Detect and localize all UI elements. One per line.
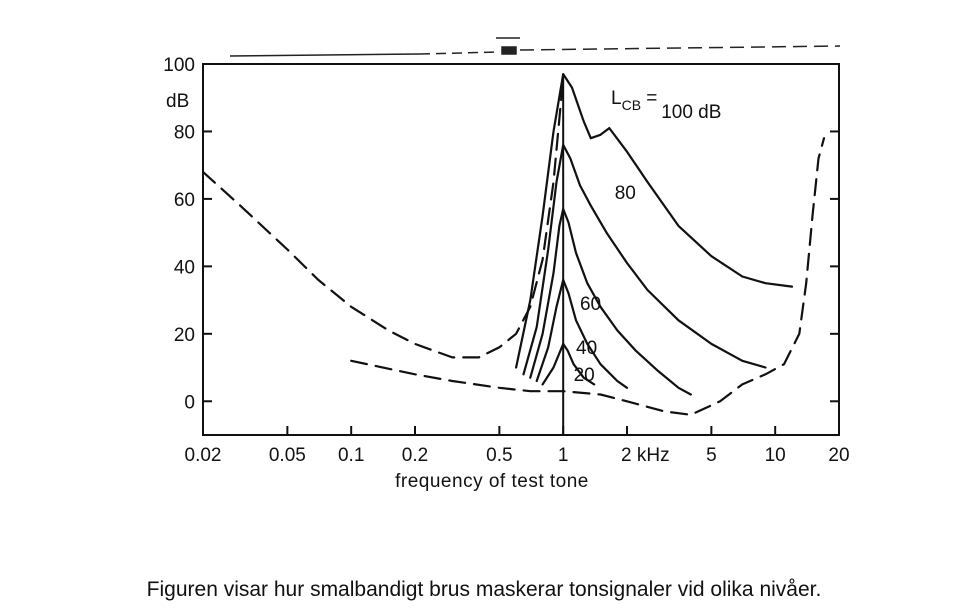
y-tick-label: 0 (184, 392, 195, 413)
curve-label: 80 (615, 183, 636, 204)
plot-frame (202, 63, 840, 436)
y-tick-label: 20 (174, 325, 195, 346)
x-tick-label: 0.5 (486, 445, 512, 466)
legend-header-main: L (611, 88, 622, 109)
x-axis-ticks: 0.02 0.05 0.1 0.2 0.5 1 2 kHz 5 10 20 (185, 426, 850, 466)
y-tick-label: 100 (163, 55, 195, 76)
series-group (201, 73, 826, 416)
masking-curve-series (541, 342, 596, 386)
masking-curve-series (535, 278, 629, 389)
masking-curve-series (522, 143, 767, 376)
y-tick-label: 80 (174, 122, 195, 143)
curve-label: 20 (574, 365, 595, 386)
y-axis-ticks: 100 80 60 40 20 0 (163, 55, 839, 413)
x-axis-title: frequency of test tone (395, 471, 589, 492)
x-tick-label: 20 (828, 445, 849, 466)
legend-header-suffix: = (641, 88, 657, 109)
dashed-threshold-curve (201, 76, 565, 359)
x-tick-label: 0.02 (185, 445, 222, 466)
x-tick-label: 10 (765, 445, 786, 466)
scan-artifact (229, 37, 841, 57)
figure-caption: Figuren visar hur smalbandigt brus maske… (146, 578, 822, 601)
x-tick-label: 0.05 (269, 445, 306, 466)
x-tick-label: 0.2 (402, 445, 428, 466)
legend-header-sub: CB (622, 97, 641, 113)
curve-label: 60 (580, 294, 601, 315)
dashed-threshold-curve (350, 137, 826, 416)
y-tick-label: 40 (174, 257, 195, 278)
curve-label: 100 dB (661, 102, 721, 123)
x-tick-label: 1 (558, 445, 569, 466)
x-tick-label: 2 kHz (621, 445, 670, 466)
masking-curve-series (515, 73, 794, 369)
x-tick-label: 5 (706, 445, 717, 466)
y-axis-label: dB (166, 91, 189, 112)
y-tick-label: 60 (174, 190, 195, 211)
legend-header: LCB = (611, 88, 657, 113)
curve-label: 40 (576, 338, 597, 359)
masking-curve-series (529, 207, 692, 396)
curve-labels: 100 dB 80 60 40 20 (574, 102, 722, 386)
x-tick-label: 0.1 (338, 445, 364, 466)
